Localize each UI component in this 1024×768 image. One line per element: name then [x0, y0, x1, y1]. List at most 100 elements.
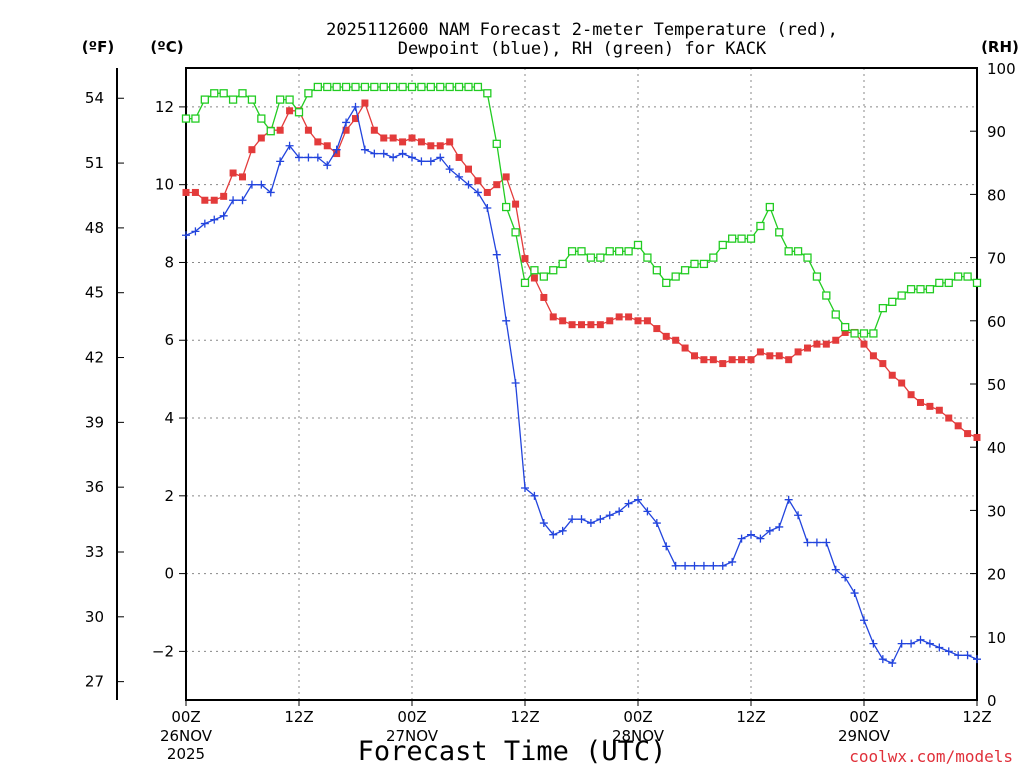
rh-point — [916, 285, 925, 294]
dewpoint-point — [473, 188, 482, 197]
rh-point — [699, 259, 709, 269]
rh-point — [841, 322, 850, 332]
temperature-point — [775, 352, 783, 360]
rh-point — [728, 234, 737, 243]
rh-point — [398, 82, 407, 92]
dewpoint-point — [502, 316, 511, 325]
dewpoint-point — [907, 639, 916, 648]
dewpoint-point — [351, 102, 360, 111]
rh-point — [539, 272, 548, 281]
fahrenheit-tick-label: 33 — [85, 543, 104, 561]
temperature-point — [191, 188, 199, 196]
rh-point — [803, 253, 812, 262]
temperature-point — [898, 379, 906, 387]
temperature-point — [521, 255, 529, 263]
fahrenheit-tick-label: 48 — [85, 219, 104, 237]
rh-point — [690, 259, 699, 269]
dewpoint-point — [652, 519, 661, 528]
temperature-point — [248, 146, 256, 154]
rh-tick-label: 40 — [987, 439, 1006, 457]
rh-point — [341, 82, 351, 92]
x-tick-label: 00Z — [623, 708, 652, 726]
temperature-point — [822, 340, 830, 348]
rh-point — [567, 247, 577, 256]
temperature-point — [220, 192, 228, 200]
rh-point — [191, 114, 200, 123]
rh-tick-label: 70 — [987, 250, 1006, 268]
temperature-point — [530, 274, 538, 282]
dewpoint-point — [464, 180, 473, 189]
temperature-point — [323, 142, 331, 150]
rh-point — [210, 89, 219, 98]
temperature-point — [926, 402, 934, 410]
temperature-point — [756, 348, 764, 356]
rh-point — [972, 278, 982, 288]
rh-point — [464, 82, 473, 92]
rh-point — [492, 139, 501, 148]
dewpoint-point — [229, 196, 238, 205]
rh-point — [643, 253, 652, 262]
temperature-point — [380, 134, 388, 142]
rh-point — [323, 82, 332, 92]
dewpoint-point — [332, 145, 341, 154]
dewpoint-point — [605, 511, 614, 520]
temperature-point — [719, 360, 727, 368]
dewpoint-point — [238, 196, 247, 205]
dewpoint-point — [944, 647, 953, 656]
rh-point — [869, 329, 878, 338]
rh-point — [831, 310, 840, 319]
dewpoint-point — [803, 538, 812, 547]
rh-point — [671, 272, 680, 281]
dewpoint-point — [878, 655, 887, 664]
temperature-point — [286, 107, 294, 115]
rh-point — [294, 108, 304, 117]
dewpoint-point — [247, 180, 256, 189]
dewpoint-point — [775, 522, 784, 531]
rh-point — [596, 253, 605, 262]
temperature-point — [700, 356, 708, 364]
dewpoint-point — [794, 511, 803, 520]
rh-tick-label: 30 — [987, 502, 1006, 520]
data-series — [181, 82, 982, 668]
rh-point — [793, 247, 803, 256]
temperature-point — [559, 317, 567, 325]
rh-point — [897, 291, 906, 300]
dewpoint-point — [408, 153, 416, 162]
dewpoint-point — [841, 573, 850, 582]
rh-tick-label: 100 — [987, 60, 1016, 78]
x-tick-year: 2025 — [167, 745, 205, 763]
dewpoint-point — [492, 250, 501, 259]
dewpoint-point — [276, 157, 285, 166]
rh-point — [473, 82, 483, 92]
rh-tick-label: 80 — [987, 186, 1006, 204]
rh-point — [436, 82, 445, 92]
fahrenheit-tick-label: 42 — [85, 349, 104, 367]
rh-point — [530, 266, 539, 275]
fahrenheit-tick-label: 54 — [85, 89, 104, 107]
dewpoint-point — [436, 153, 445, 162]
dewpoint-point — [530, 491, 539, 500]
fahrenheit-tick-label: 39 — [85, 413, 104, 431]
rh-point — [954, 272, 963, 281]
dewpoint-point — [342, 118, 351, 127]
temperature-point — [276, 126, 284, 134]
dewpoint-point — [568, 515, 577, 524]
dewpoint-point — [822, 538, 831, 547]
dewpoint-point — [888, 659, 897, 668]
temperature-point — [417, 138, 425, 146]
rh-point — [859, 329, 869, 338]
temperature-point — [672, 336, 680, 344]
dewpoint-point — [954, 651, 963, 660]
dewpoint-point — [521, 484, 529, 493]
rh-point — [219, 89, 228, 98]
dewpoint-point — [191, 227, 200, 236]
x-tick-date: 27NOV — [386, 727, 439, 745]
temperature-point — [389, 134, 397, 142]
dewpoint-point — [483, 204, 492, 213]
temperature-point — [370, 126, 378, 134]
temperature-point — [549, 313, 557, 321]
temperature-point — [615, 313, 623, 321]
temperature-point — [691, 352, 698, 360]
dewpoint-point — [455, 172, 464, 181]
celsius-tick-label: 6 — [164, 331, 174, 349]
